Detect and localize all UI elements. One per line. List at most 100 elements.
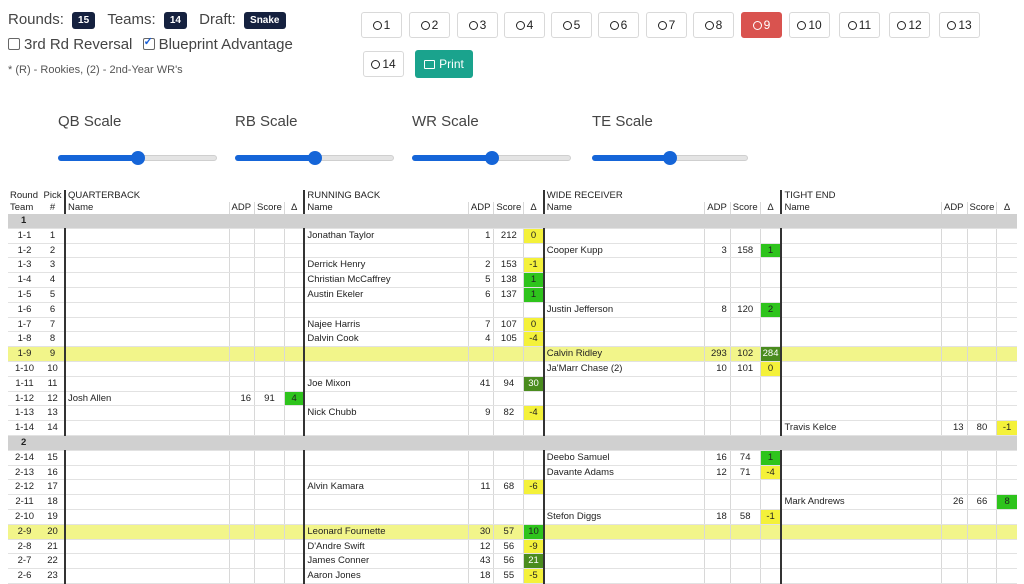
- team-button-5[interactable]: 5: [551, 12, 592, 38]
- team-button-9[interactable]: 9: [741, 12, 782, 38]
- te-adp-cell: [940, 257, 968, 274]
- qb-name-cell: [64, 539, 229, 555]
- round-group-row: 1: [8, 214, 1017, 229]
- team-button-4[interactable]: 4: [504, 12, 545, 38]
- qb-delta-cell: [283, 420, 305, 436]
- round-header: Round: [10, 190, 38, 201]
- wr-score-cell: 120: [729, 302, 761, 318]
- te-score-cell: [966, 539, 997, 555]
- team-button-13[interactable]: 13: [939, 12, 980, 38]
- team-button-8[interactable]: 8: [693, 12, 734, 38]
- te-score-cell: [966, 391, 997, 407]
- team-button-3[interactable]: 3: [457, 12, 498, 38]
- slider-handle[interactable]: [130, 151, 145, 165]
- wr-adp-cell: 18: [704, 509, 731, 525]
- wr-name-cell: Cooper Kupp: [542, 243, 705, 259]
- pick-cell: 6: [41, 302, 65, 318]
- rb-score-cell: [493, 450, 524, 466]
- rb-adp-cell: 30: [467, 524, 494, 540]
- rb-delta-cell: [523, 509, 544, 525]
- wr-adp-cell: [704, 420, 731, 436]
- qb-score-cell: 91: [254, 391, 285, 407]
- wr-score-cell: [729, 524, 761, 540]
- qb-delta-cell: [283, 287, 305, 303]
- round-team-cell: 1-9: [8, 346, 41, 362]
- te-adp-cell: [940, 317, 968, 333]
- scale-slider[interactable]: [592, 151, 748, 165]
- pick-row: 1-9 9 Calvin Ridley 293 102 284: [8, 346, 1017, 362]
- wr-adp-cell: [704, 376, 731, 392]
- rounds-select[interactable]: 15: [72, 11, 96, 29]
- round-team-cell: 2-14: [8, 450, 41, 466]
- scale-slider[interactable]: [58, 151, 217, 165]
- scale-slider[interactable]: [235, 151, 394, 165]
- team-button-14[interactable]: 14: [363, 51, 404, 77]
- rb-delta-cell: [523, 346, 544, 362]
- rb-delta-cell: [523, 243, 544, 259]
- slider-handle[interactable]: [307, 151, 322, 165]
- slider-handle[interactable]: [484, 151, 499, 165]
- adp-header: ADP: [940, 202, 968, 214]
- wr-score-cell: [729, 376, 761, 392]
- te-score-cell: [966, 479, 997, 496]
- draft-type-select[interactable]: Snake: [244, 11, 286, 29]
- score-header: Score: [493, 202, 524, 214]
- te-adp-cell: [940, 568, 968, 584]
- rb-name-cell: Austin Ekeler: [303, 287, 469, 303]
- rb-score-cell: [493, 391, 524, 407]
- te-adp-cell: 13: [940, 420, 968, 436]
- radio-icon: [468, 20, 478, 30]
- qb-adp-cell: [228, 376, 255, 392]
- team-button-6[interactable]: 6: [598, 12, 639, 38]
- delta-header: Δ: [283, 202, 305, 214]
- te-name-cell: [780, 272, 942, 288]
- wr-score-cell: [729, 257, 761, 274]
- rb-delta-cell: -5: [523, 568, 544, 584]
- team-button-10[interactable]: 10: [789, 12, 830, 38]
- pick-cell: 10: [41, 361, 65, 377]
- team-button-label: 11: [858, 18, 872, 32]
- round-team-cell: 1-10: [8, 361, 41, 377]
- group-header-row: Round Pick QUARTERBACK RUNNING BACK WIDE…: [8, 190, 1017, 202]
- wr-score-cell: [729, 494, 761, 510]
- slider-handle[interactable]: [663, 151, 677, 165]
- qb-name-cell: [64, 465, 229, 481]
- rb-name-cell: [303, 346, 469, 362]
- qb-adp-cell: [228, 287, 255, 303]
- blueprint-checkbox[interactable]: [142, 35, 155, 50]
- team-button-1[interactable]: 1: [361, 12, 402, 38]
- qb-score-cell: [254, 524, 285, 540]
- wr-name-cell: [542, 479, 705, 496]
- team-button-11[interactable]: 11: [839, 12, 880, 38]
- rb-score-cell: 153: [493, 257, 524, 274]
- te-delta-cell: [996, 257, 1017, 274]
- team-button-2[interactable]: 2: [409, 12, 450, 38]
- rb-adp-cell: 4: [467, 331, 494, 348]
- pick-row: 1-14 14 Travis Kelce 13 80 -1: [8, 420, 1017, 436]
- wr-delta-cell: [759, 228, 782, 244]
- pick-cell: 11: [41, 376, 65, 392]
- te-adp-cell: [940, 302, 968, 318]
- qb-name-cell: [64, 228, 229, 244]
- wr-adp-cell: 12: [704, 465, 731, 481]
- reversal-checkbox[interactable]: [8, 38, 20, 50]
- qb-name-cell: [64, 331, 229, 348]
- wr-name-cell: [542, 272, 705, 288]
- pick-cell: 20: [41, 524, 65, 540]
- qb-score-cell: [254, 257, 285, 274]
- print-button[interactable]: Print: [415, 50, 473, 78]
- pick-cell: 23: [41, 568, 65, 584]
- qb-score-cell: [254, 494, 285, 510]
- pick-cell: 3: [41, 257, 65, 274]
- pick-cell: 7: [41, 317, 65, 333]
- pick-cell: 21: [41, 539, 65, 555]
- scale-slider[interactable]: [412, 151, 571, 165]
- team-button-12[interactable]: 12: [889, 12, 930, 38]
- radio-icon: [609, 20, 619, 30]
- wr-name-cell: [542, 568, 705, 584]
- wr-name-cell: Ja'Marr Chase (2): [542, 361, 705, 377]
- team-button-label: 13: [958, 18, 972, 32]
- team-button-7[interactable]: 7: [646, 12, 687, 38]
- round-team-cell: 1-3: [8, 257, 41, 274]
- teams-select[interactable]: 14: [163, 11, 187, 29]
